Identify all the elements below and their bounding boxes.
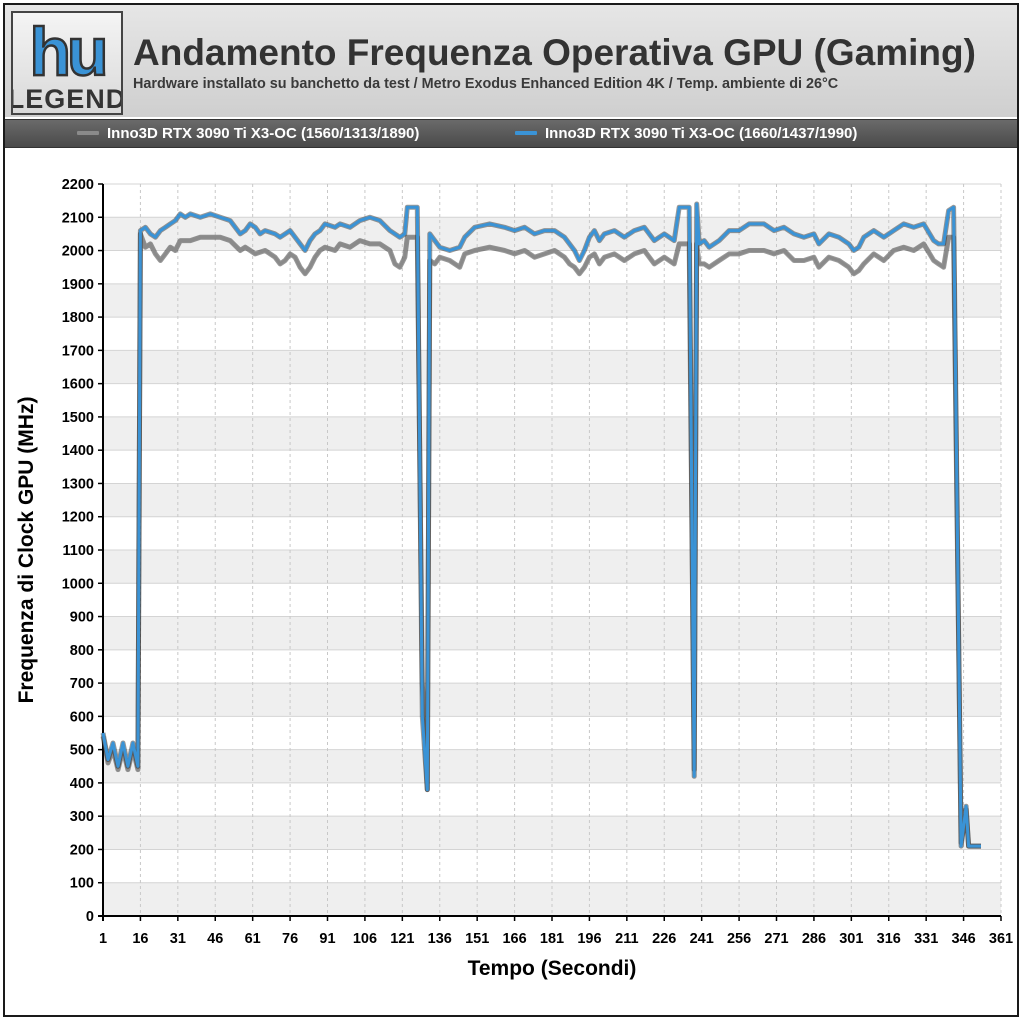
legend-swatch-series-1: [77, 131, 99, 135]
y-tick-label: 1500: [62, 410, 94, 426]
y-tick-label: 2100: [62, 210, 94, 226]
y-axis-label: Frequenza di Clock GPU (MHz): [15, 397, 38, 704]
y-tick-label: 1700: [62, 343, 94, 359]
series-line-2: [101, 202, 981, 848]
x-tick-label: 361: [989, 931, 1013, 947]
x-tick-label: 301: [839, 931, 863, 947]
y-tick-label: 1400: [62, 443, 94, 459]
x-tick-label: 1: [99, 931, 107, 947]
x-tick-label: 181: [540, 931, 564, 947]
grid-band: [103, 483, 1001, 517]
chart-header: hu LEGEND Andamento Frequenza Operativa …: [5, 5, 1017, 117]
y-tick-label: 800: [70, 643, 94, 659]
grid-band: [103, 616, 1001, 650]
legend-item-series-1: Inno3D RTX 3090 Ti X3-OC (1560/1313/1890…: [77, 124, 419, 142]
x-tick-label: 61: [245, 931, 261, 947]
legend-label-series-2: Inno3D RTX 3090 Ti X3-OC (1660/1437/1990…: [545, 124, 858, 142]
grid-bands: [103, 217, 1001, 916]
x-tick-label: 76: [282, 931, 298, 947]
y-axis-ticks: 0 100 200 300 400 500 600 700 800 900 1000 1100 1200…: [62, 177, 103, 925]
x-tick-label: 106: [353, 931, 377, 947]
x-tick-label: 31: [170, 931, 186, 947]
y-tick-label: 1600: [62, 377, 94, 393]
logo-bottom-text: LEGEND: [13, 84, 121, 113]
x-tick-label: 256: [727, 931, 751, 947]
legend-label-series-1: Inno3D RTX 3090 Ti X3-OC (1560/1313/1890…: [107, 124, 420, 142]
legend: Inno3D RTX 3090 Ti X3-OC (1560/1313/1890…: [5, 119, 1017, 148]
y-tick-label: 700: [70, 676, 94, 692]
x-axis-ticks: 1 16 31 46 61 76 91 106 121 136 151 166 181 196 211 226…: [99, 916, 1013, 947]
x-axis-label: Tempo (Secondi): [468, 957, 637, 980]
series-line-1: [101, 232, 981, 848]
legend-item-series-2: Inno3D RTX 3090 Ti X3-OC (1660/1437/1990…: [515, 124, 857, 142]
chart-title: Andamento Frequenza Operativa GPU (Gamin…: [133, 32, 976, 73]
series-lines: [100, 201, 981, 849]
x-tick-label: 166: [502, 931, 526, 947]
logo-top-text: hu: [29, 14, 105, 90]
y-tick-label: 500: [70, 743, 94, 759]
x-tick-label: 286: [802, 931, 826, 947]
x-tick-label: 16: [132, 931, 148, 947]
y-tick-label: 400: [70, 776, 94, 792]
grid-band: [103, 550, 1001, 584]
y-tick-label: 2200: [62, 177, 94, 193]
y-tick-label: 900: [70, 610, 94, 626]
x-tick-label: 91: [319, 931, 335, 947]
hwlegend-logo: hu LEGEND: [11, 11, 123, 115]
y-tick-label: 1200: [62, 510, 94, 526]
y-tick-label: 1000: [62, 576, 94, 592]
x-tick-label: 271: [764, 931, 788, 947]
x-tick-label: 346: [951, 931, 975, 947]
y-tick-label: 300: [70, 809, 94, 825]
y-tick-label: 0: [86, 909, 94, 925]
grid-band: [103, 416, 1001, 451]
x-tick-label: 121: [390, 931, 414, 947]
y-tick-label: 2000: [62, 244, 94, 260]
y-tick-label: 200: [70, 842, 94, 858]
y-tick-label: 1300: [62, 476, 94, 492]
y-tick-label: 1100: [63, 543, 94, 559]
x-tick-label: 226: [652, 931, 676, 947]
x-tick-label: 241: [690, 931, 714, 947]
y-tick-label: 1800: [62, 310, 94, 326]
axes: [98, 184, 1001, 921]
y-tick-label: 1900: [62, 277, 94, 293]
x-tick-label: 46: [207, 931, 223, 947]
x-tick-label: 211: [615, 931, 638, 947]
grid-lines: [102, 183, 1002, 917]
x-tick-label: 136: [428, 931, 452, 947]
x-tick-label: 316: [877, 931, 901, 947]
x-tick-label: 151: [465, 931, 489, 947]
y-tick-label: 100: [70, 876, 94, 892]
x-tick-label: 196: [577, 931, 601, 947]
legend-swatch-series-2: [515, 131, 537, 135]
y-tick-label: 600: [70, 709, 94, 725]
chart-subtitle: Hardware installato su banchetto da test…: [133, 76, 839, 92]
x-tick-label: 331: [914, 931, 938, 947]
